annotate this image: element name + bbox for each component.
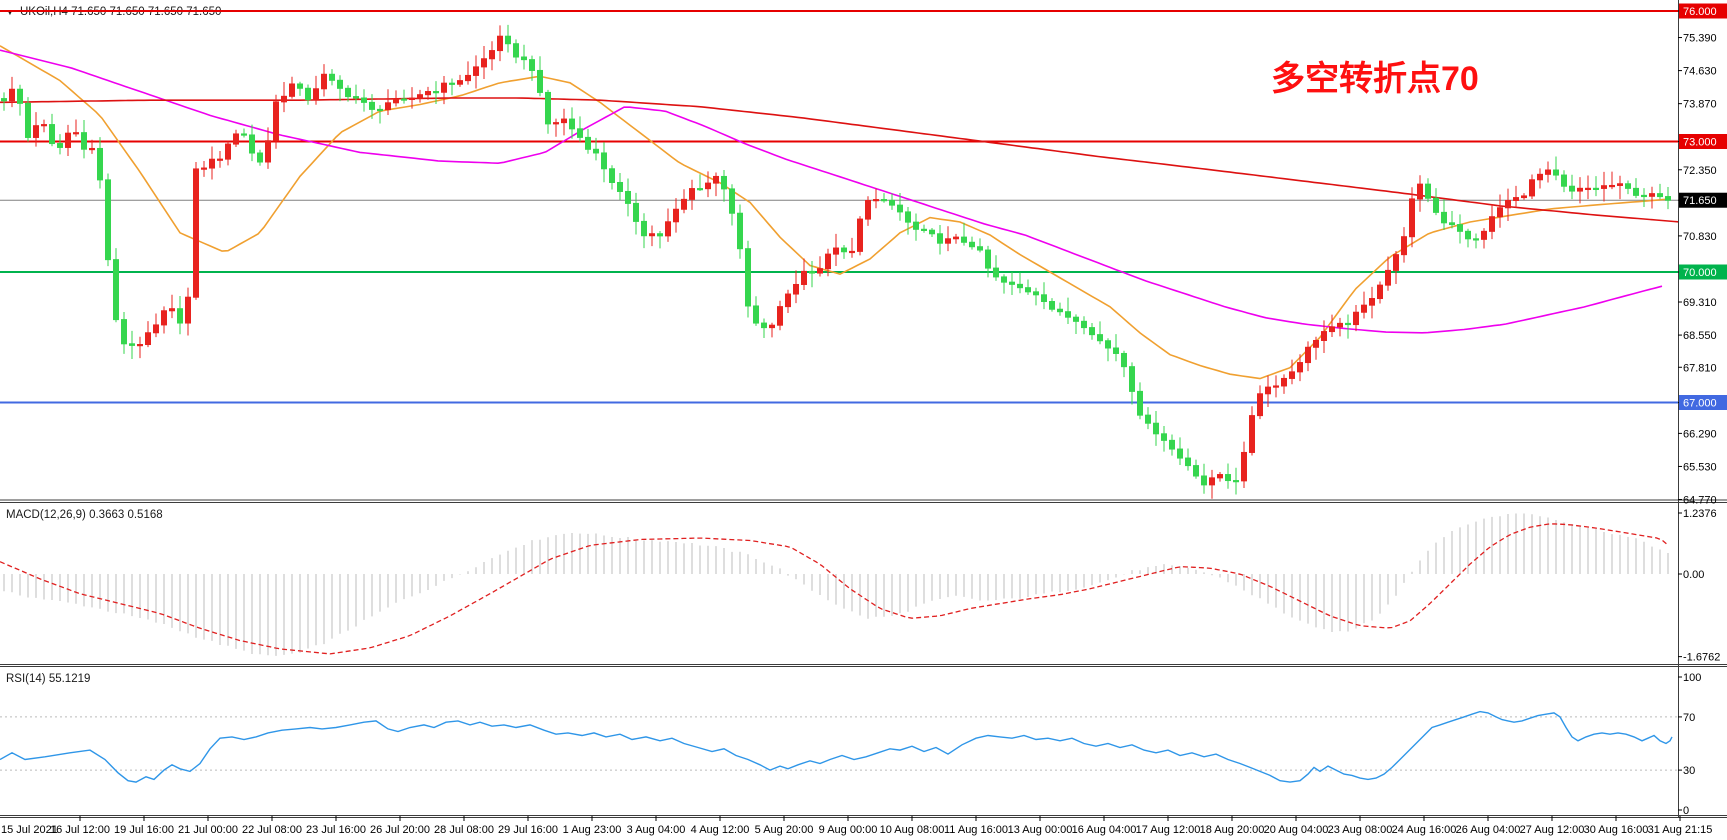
time-axis-label: 30 Aug 16:00 bbox=[1584, 824, 1649, 836]
rsi-axis-label: 30 bbox=[1683, 765, 1695, 777]
time-axis-label: 15 Jul 2021 bbox=[1, 824, 58, 836]
price-badge-label: 76.000 bbox=[1683, 6, 1717, 18]
rsi-axis-label: 100 bbox=[1683, 672, 1701, 684]
time-axis-label: 29 Jul 16:00 bbox=[498, 824, 558, 836]
time-axis-label: 26 Aug 04:00 bbox=[1456, 824, 1521, 836]
time-axis-label: 23 Aug 08:00 bbox=[1328, 824, 1393, 836]
price-axis-label: 72.350 bbox=[1683, 165, 1717, 177]
price-panel-series bbox=[0, 10, 1678, 499]
macd-axis-label: 0.00 bbox=[1683, 569, 1704, 581]
time-axis-label: 16 Aug 04:00 bbox=[1072, 824, 1137, 836]
price-axis-labels: 76.000 75.390 74.630 73.870 73.000 72.350 71.6… bbox=[1678, 3, 1727, 817]
fast-ma-line bbox=[0, 45, 1669, 380]
time-axis-label: 23 Jul 16:00 bbox=[306, 824, 366, 836]
price-axis-label: 66.290 bbox=[1683, 428, 1717, 440]
price-axis-label: 67.810 bbox=[1683, 362, 1717, 374]
time-axis-label: 16 Jul 12:00 bbox=[50, 824, 110, 836]
price-badge-71.650 bbox=[1679, 192, 1727, 208]
price-badge-label: 70.000 bbox=[1683, 267, 1717, 279]
macd-signal-line bbox=[0, 523, 1669, 655]
time-axis-label: 9 Aug 00:00 bbox=[819, 824, 878, 836]
time-axis-label: 5 Aug 20:00 bbox=[755, 824, 814, 836]
price-axis-label: 70.830 bbox=[1683, 231, 1717, 243]
rsi-chart-area[interactable] bbox=[0, 668, 1678, 815]
time-axis-label: 18 Aug 20:00 bbox=[1200, 824, 1265, 836]
time-axis-label: 13 Aug 00:00 bbox=[1008, 824, 1073, 836]
price-badge-67.000 bbox=[1679, 395, 1727, 410]
time-axis-label: 17 Aug 12:00 bbox=[1136, 824, 1201, 836]
time-axis-label: 11 Aug 16:00 bbox=[944, 824, 1008, 836]
time-axis-label: 10 Aug 08:00 bbox=[880, 824, 945, 836]
macd-axis-label: -1.6762 bbox=[1683, 652, 1720, 664]
time-axis-label: 24 Aug 16:00 bbox=[1392, 824, 1457, 836]
time-axis-label: 1 Aug 23:00 bbox=[563, 824, 622, 836]
time-axis-label: 31 Aug 21:15 bbox=[1648, 824, 1713, 836]
time-axis-label: 27 Aug 12:00 bbox=[1520, 824, 1585, 836]
time-axis-label: 26 Jul 20:00 bbox=[370, 824, 430, 836]
time-axis-label: 20 Aug 04:00 bbox=[1264, 824, 1329, 836]
price-axis-label: 74.630 bbox=[1683, 66, 1717, 78]
price-axis-label: 64.770 bbox=[1683, 495, 1717, 507]
time-axis-label: 22 Jul 08:00 bbox=[242, 824, 302, 836]
chinese-annotation-text: 多空转折点70 bbox=[1271, 60, 1479, 98]
rsi-line bbox=[0, 710, 1673, 783]
symbol-dropdown-icon[interactable]: ▼ bbox=[6, 8, 14, 17]
macd-panel-series bbox=[0, 513, 1669, 656]
price-axis-label: 65.530 bbox=[1683, 461, 1717, 473]
price-axis-label: 68.550 bbox=[1683, 330, 1717, 342]
price-badge-label: 73.000 bbox=[1683, 137, 1717, 149]
price-axis-label: 73.870 bbox=[1683, 99, 1717, 111]
macd-indicator-label: MACD(12,26,9) 0.3663 0.5168 bbox=[6, 509, 163, 521]
macd-histogram bbox=[3, 513, 1669, 656]
price-badge-70.000 bbox=[1679, 264, 1727, 280]
time-axis-label: 4 Aug 12:00 bbox=[691, 824, 750, 836]
rsi-indicator-label: RSI(14) 55.1219 bbox=[6, 673, 90, 685]
rsi-axis-label: 70 bbox=[1683, 712, 1695, 724]
rsi-panel-series bbox=[0, 710, 1678, 783]
candlestick-series bbox=[1, 24, 1671, 499]
price-badge-label: 71.650 bbox=[1683, 195, 1717, 207]
time-axis-label: 19 Jul 16:00 bbox=[114, 824, 174, 836]
price-axis-label: 69.310 bbox=[1683, 297, 1717, 309]
macd-axis-label: 1.2376 bbox=[1683, 508, 1717, 520]
price-badge-label: 67.000 bbox=[1683, 398, 1717, 410]
price-badge-76.000 bbox=[1679, 3, 1727, 19]
price-badge-73.000 bbox=[1679, 134, 1727, 149]
time-axis-label: 28 Jul 08:00 bbox=[434, 824, 494, 836]
time-axis-label: 3 Aug 04:00 bbox=[627, 824, 686, 836]
price-axis-label: 75.390 bbox=[1683, 33, 1717, 45]
panel-borders bbox=[0, 0, 1727, 818]
rsi-axis-label: 0 bbox=[1683, 805, 1689, 817]
time-axis-label: 21 Jul 00:00 bbox=[178, 824, 238, 836]
slow-ma-line bbox=[0, 97, 1678, 223]
